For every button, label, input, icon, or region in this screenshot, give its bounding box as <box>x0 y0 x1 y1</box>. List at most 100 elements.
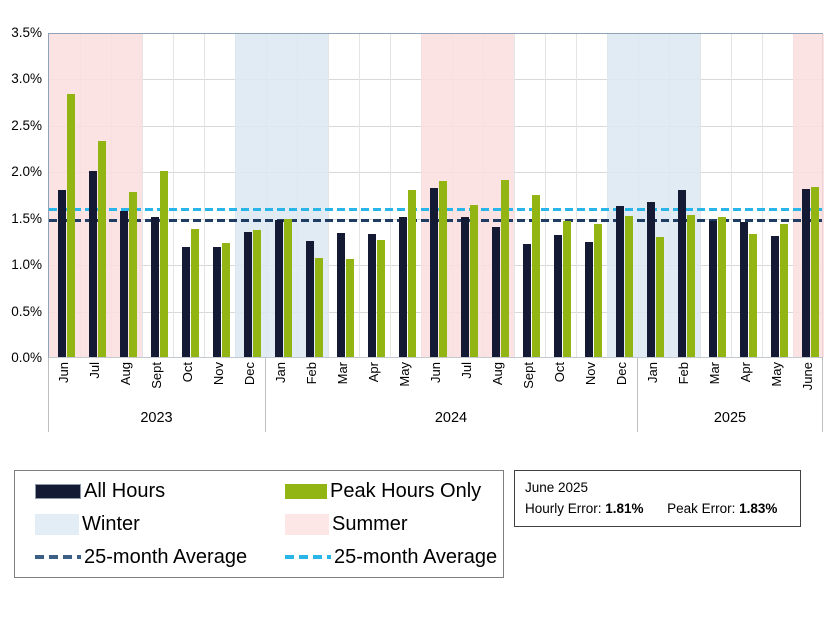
bar-all-hours <box>492 227 500 357</box>
bar-peak-hours <box>780 224 788 357</box>
vertical-gridline <box>699 34 701 357</box>
x-axis-month-label: Apr <box>366 362 381 383</box>
dashed-line-blue-swatch <box>285 555 331 559</box>
bar-peak-hours <box>129 191 137 357</box>
bar-all-hours <box>182 247 190 357</box>
peak-hours-swatch <box>285 483 327 499</box>
vertical-gridline <box>172 34 174 357</box>
bar-peak-hours <box>687 214 695 357</box>
x-axis-year-label: 2024 <box>434 410 468 426</box>
chart-legend: All Hours Peak Hours Only Winter Summer … <box>14 470 504 578</box>
bar-all-hours <box>709 220 717 357</box>
bar-all-hours <box>244 231 252 357</box>
bar-all-hours <box>213 247 221 357</box>
x-axis-month-label: Jun <box>56 362 71 383</box>
bar-all-hours <box>337 232 345 357</box>
x-axis-year-label: 2023 <box>140 410 173 426</box>
y-axis-tick-label: 1.5% <box>11 210 42 226</box>
bar-peak-hours <box>284 218 292 357</box>
y-axis-tick-label: 3.5% <box>11 25 42 40</box>
bar-all-hours <box>523 243 531 357</box>
bar-all-hours <box>585 241 593 357</box>
legend-label: Winter <box>82 512 140 535</box>
hourly-error-label: Hourly Error: <box>525 500 602 516</box>
dashed-line-navy-swatch <box>35 555 81 559</box>
bar-all-hours <box>616 205 624 357</box>
bar-peak-hours <box>749 233 757 357</box>
year-divider-line <box>48 358 49 432</box>
vertical-gridline <box>141 34 143 357</box>
legend-item-summer: Summer <box>285 509 503 539</box>
y-axis-tick-label: 3.0% <box>11 71 42 87</box>
bar-all-hours <box>647 201 655 357</box>
y-axis-tick-label: 2.5% <box>11 117 42 133</box>
year-divider-line <box>822 358 823 432</box>
bar-peak-hours <box>501 179 509 357</box>
bar-peak-hours <box>718 216 726 357</box>
bar-peak-hours <box>67 94 75 357</box>
vertical-gridline <box>358 34 360 357</box>
bar-all-hours <box>430 188 438 357</box>
bar-peak-hours <box>439 180 447 357</box>
bar-peak-hours <box>222 242 230 357</box>
bar-peak-hours <box>191 228 199 357</box>
bar-peak-hours <box>160 171 168 357</box>
legend-item-average-all-hours: 25-month Average <box>35 542 285 572</box>
bar-peak-hours <box>408 189 416 357</box>
bar-peak-hours <box>532 195 540 357</box>
vertical-gridline <box>544 34 546 357</box>
vertical-gridline <box>575 34 577 357</box>
y-axis-tick-label: 0.0% <box>11 350 42 365</box>
bar-peak-hours <box>377 240 385 357</box>
bar-peak-hours <box>811 187 819 357</box>
x-axis-month-label: Nov <box>583 362 598 386</box>
vertical-gridline <box>730 34 732 357</box>
bar-peak-hours <box>470 204 478 357</box>
x-axis-month-label: Jan <box>273 362 288 383</box>
y-axis-tick-label: 1.0% <box>11 257 42 273</box>
legend-label: 25-month Average <box>84 545 248 568</box>
legend-label: 25-month Average <box>334 545 498 568</box>
x-axis-month-label: Jul <box>87 362 102 379</box>
bar-peak-hours <box>625 215 633 357</box>
bar-peak-hours <box>563 221 571 357</box>
bar-all-hours <box>771 236 779 357</box>
peak-error-value: 1.83% <box>739 500 778 516</box>
bar-all-hours <box>678 189 686 357</box>
bar-all-hours <box>399 216 407 357</box>
bar-peak-hours <box>315 257 323 357</box>
summer-swatch <box>285 513 329 535</box>
callout-values: Hourly Error: 1.81% Peak Error: 1.83% <box>525 499 790 520</box>
bar-all-hours <box>151 216 159 357</box>
x-axis-month-label: Dec <box>242 362 257 386</box>
error-rate-bar-chart: 0.0% 0.5% 1.0% 1.5% 2.0% 2.5% 3.0% 3.5% Jun Jul A… <box>11 25 824 432</box>
x-axis-month-label: Nov <box>211 362 226 386</box>
bar-all-hours <box>554 235 562 357</box>
y-axis-tick-label: 2.0% <box>11 164 42 180</box>
x-axis-month-label: Sept <box>521 362 536 389</box>
vertical-gridline <box>513 34 515 357</box>
bar-peak-hours <box>253 229 261 357</box>
bar-all-hours <box>275 219 283 357</box>
x-axis-month-label: Jan <box>645 362 660 383</box>
latest-month-callout: June 2025 Hourly Error: 1.81% Peak Error… <box>514 470 801 527</box>
bar-all-hours <box>58 189 66 357</box>
bar-all-hours <box>306 240 314 357</box>
x-axis-month-label: Oct <box>552 362 567 383</box>
bar-all-hours <box>120 211 128 357</box>
y-axis-tick-label: 0.5% <box>11 303 42 319</box>
legend-item-all-hours: All Hours <box>35 476 285 506</box>
bar-peak-hours <box>594 224 602 357</box>
x-axis-month-label: Feb <box>304 362 319 385</box>
all-hours-swatch <box>35 483 81 499</box>
vertical-gridline <box>389 34 391 357</box>
vertical-gridline <box>327 34 329 357</box>
vertical-gridline <box>761 34 763 357</box>
peak-error-label: Peak Error: <box>667 500 736 516</box>
bar-peak-hours <box>98 140 106 357</box>
bar-all-hours <box>461 216 469 357</box>
callout-title: June 2025 <box>525 480 589 495</box>
hourly-error-value: 1.81% <box>605 500 644 516</box>
vertical-gridline <box>203 34 205 357</box>
bar-all-hours <box>802 188 810 357</box>
